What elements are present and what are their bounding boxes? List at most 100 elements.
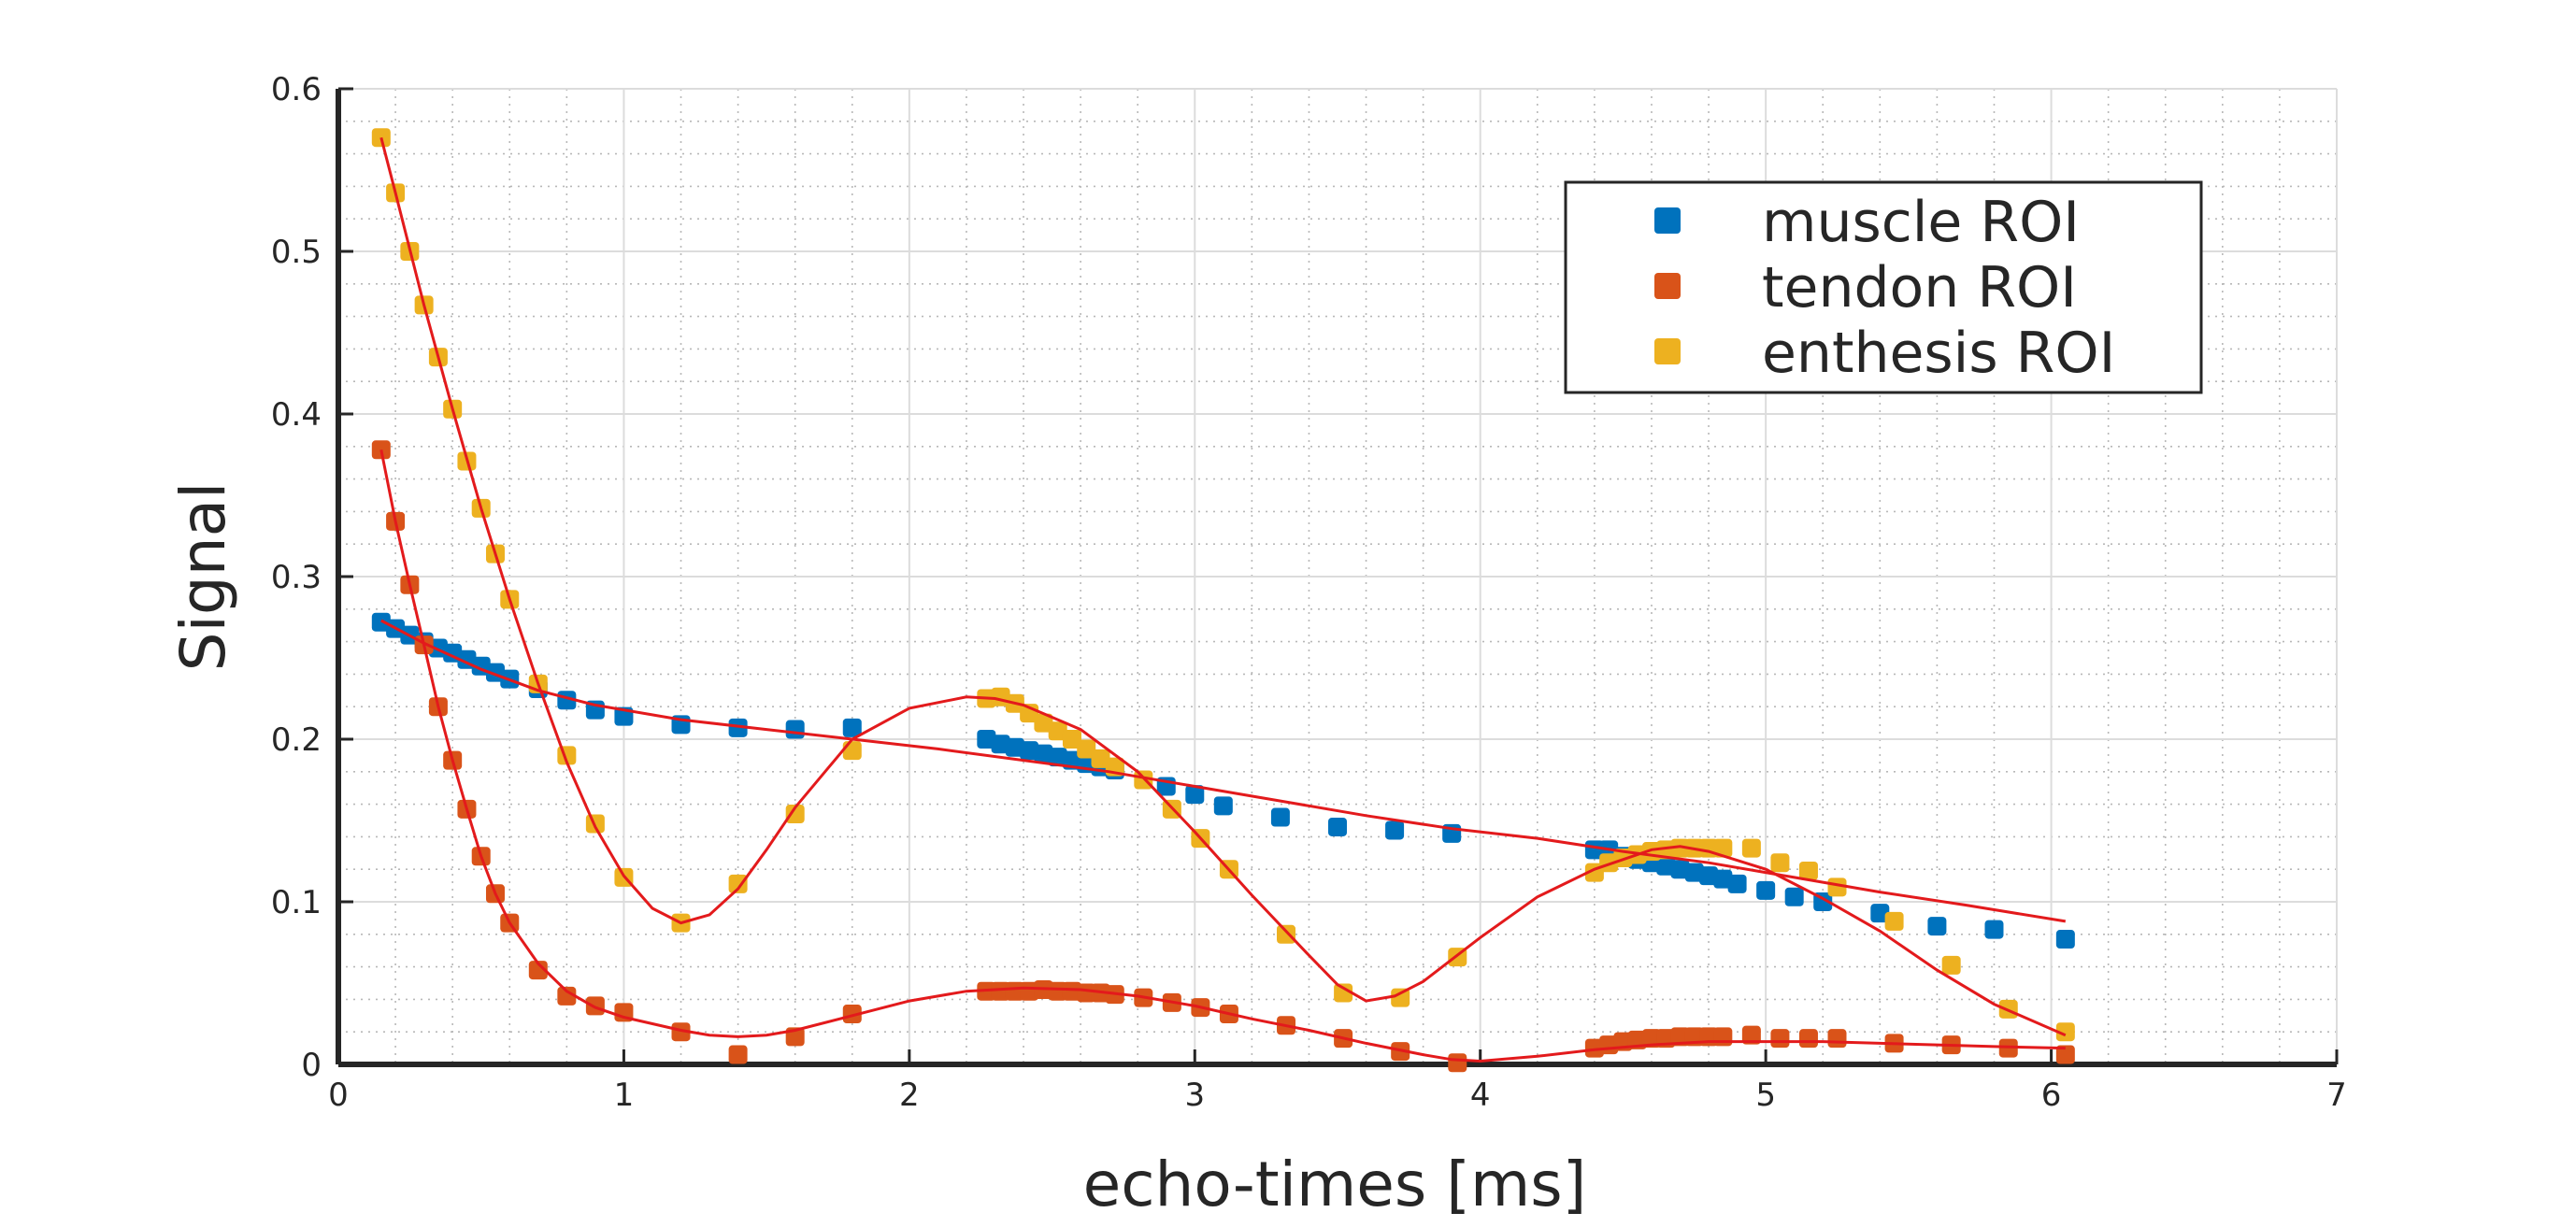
data-point-tendon-roi [1048, 981, 1067, 1001]
data-point-enthesis-roi [1798, 861, 1818, 880]
data-point-muscle-roi [1927, 917, 1947, 936]
data-point-tendon-roi [1448, 1053, 1467, 1073]
y-tick-label: 0.3 [271, 559, 322, 596]
data-point-muscle-roi [1048, 748, 1067, 767]
data-point-enthesis-roi [728, 874, 748, 893]
data-point-muscle-roi [1656, 856, 1676, 876]
data-point-muscle-roi [1328, 817, 1347, 836]
data-point-muscle-roi [1670, 860, 1690, 879]
legend-marker-tendon [1654, 273, 1681, 299]
x-tick-label: 7 [2326, 1077, 2347, 1114]
data-point-tendon-roi [1584, 1038, 1604, 1058]
data-point-tendon-roi [1670, 1027, 1690, 1047]
data-point-tendon-roi [728, 1045, 748, 1064]
data-point-enthesis-roi [1741, 838, 1761, 858]
data-point-tendon-roi [2055, 1045, 2075, 1064]
legend-label-tendon: tendon ROI [1762, 255, 2077, 321]
data-point-enthesis-roi [2055, 1022, 2075, 1042]
data-point-muscle-roi [1270, 807, 1290, 827]
x-tick-label: 6 [2041, 1077, 2062, 1114]
fit-line-tendon-roi [379, 449, 2066, 1063]
y-tick-label: 0.1 [271, 884, 322, 921]
x-tick-label: 5 [1755, 1077, 1776, 1114]
data-point-enthesis-roi [785, 805, 805, 824]
data-point-muscle-roi [2055, 930, 2075, 949]
x-tick-label: 0 [328, 1077, 349, 1114]
data-point-tendon-roi [1770, 1029, 1790, 1049]
y-axis-label: Signal [167, 482, 239, 672]
data-point-enthesis-roi [1884, 911, 1904, 931]
data-point-enthesis-roi [1277, 924, 1296, 944]
data-point-muscle-roi [991, 735, 1010, 754]
data-point-muscle-roi [842, 718, 862, 737]
x-tick-label: 2 [899, 1077, 920, 1114]
legend-label-muscle: muscle ROI [1762, 190, 2080, 255]
x-axis-label: echo-times [ms] [1083, 1149, 1587, 1220]
data-point-enthesis-roi [1048, 721, 1067, 741]
y-tick-label: 0.2 [271, 721, 322, 759]
data-point-enthesis-roi [1062, 730, 1081, 749]
data-point-tendon-roi [528, 961, 548, 980]
plot-area: 0 1 2 3 4 5 6 7 0 0.1 0.2 0.3 0.4 0.5 0.6 [271, 71, 2347, 1114]
data-point-muscle-roi [1713, 869, 1733, 889]
data-point-tendon-roi [991, 981, 1010, 1001]
legend-label-enthesis: enthesis ROI [1762, 321, 2115, 386]
data-point-enthesis-roi [1941, 955, 1961, 975]
data-point-enthesis-roi [1827, 877, 1847, 897]
data-point-tendon-roi [557, 986, 577, 1006]
data-point-enthesis-roi [1670, 838, 1690, 858]
x-tick-label: 4 [1470, 1077, 1491, 1114]
data-point-muscle-roi [1213, 796, 1233, 816]
data-point-enthesis-roi [1713, 838, 1733, 858]
data-point-tendon-roi [1020, 981, 1039, 1001]
data-point-tendon-roi [842, 1005, 862, 1024]
data-point-tendon-roi [1062, 981, 1081, 1001]
legend: muscle ROI tendon ROI enthesis ROI [1564, 180, 2203, 394]
data-point-muscle-roi [1185, 785, 1205, 805]
data-point-muscle-roi [1756, 880, 1776, 900]
data-point-enthesis-roi [1077, 739, 1096, 759]
data-point-tendon-roi [585, 996, 605, 1016]
data-point-muscle-roi [1034, 744, 1053, 763]
data-point-muscle-roi [1699, 866, 1719, 886]
data-point-tendon-roi [1741, 1025, 1761, 1045]
data-point-enthesis-roi [1091, 749, 1110, 768]
legend-marker-enthesis [1654, 338, 1681, 364]
data-point-tendon-roi [1005, 981, 1024, 1001]
data-point-enthesis-roi [1770, 853, 1790, 873]
data-point-muscle-roi [785, 720, 805, 739]
data-point-tendon-roi [1641, 1029, 1661, 1049]
data-point-enthesis-roi [1656, 840, 1676, 860]
y-tick-label: 0.5 [271, 234, 322, 271]
x-tick-label: 1 [614, 1077, 635, 1114]
data-point-muscle-roi [1870, 904, 1890, 923]
data-point-muscle-roi [977, 730, 996, 749]
legend-marker-muscle [1654, 207, 1681, 234]
fit-line-muscle-roi [380, 619, 2067, 923]
data-point-muscle-roi [1784, 887, 1804, 906]
data-point-tendon-roi [1077, 983, 1096, 1003]
data-point-tendon-roi [1798, 1029, 1818, 1049]
data-point-tendon-roi [371, 440, 391, 460]
data-point-muscle-roi [728, 718, 748, 737]
x-tick-label: 3 [1184, 1077, 1205, 1114]
data-point-muscle-roi [1005, 737, 1024, 757]
data-point-enthesis-roi [842, 741, 862, 761]
data-point-muscle-roi [371, 612, 391, 632]
y-tick-label: 0.4 [271, 396, 322, 434]
data-point-tendon-roi [671, 1022, 691, 1042]
data-point-muscle-roi [1385, 820, 1405, 840]
data-point-enthesis-roi [1334, 983, 1353, 1003]
data-point-enthesis-roi [1391, 988, 1410, 1007]
y-tick-label: 0 [301, 1047, 322, 1084]
data-point-tendon-roi [1713, 1027, 1733, 1047]
y-tick-label: 0.6 [271, 71, 322, 108]
data-point-muscle-roi [1684, 863, 1704, 882]
data-point-tendon-roi [1827, 1029, 1847, 1049]
data-point-muscle-roi [1727, 874, 1747, 893]
fit-line-enthesis-roi [379, 136, 2067, 1037]
data-point-muscle-roi [1020, 741, 1039, 761]
data-point-enthesis-roi [1034, 713, 1053, 733]
data-point-muscle-roi [1984, 920, 2004, 939]
